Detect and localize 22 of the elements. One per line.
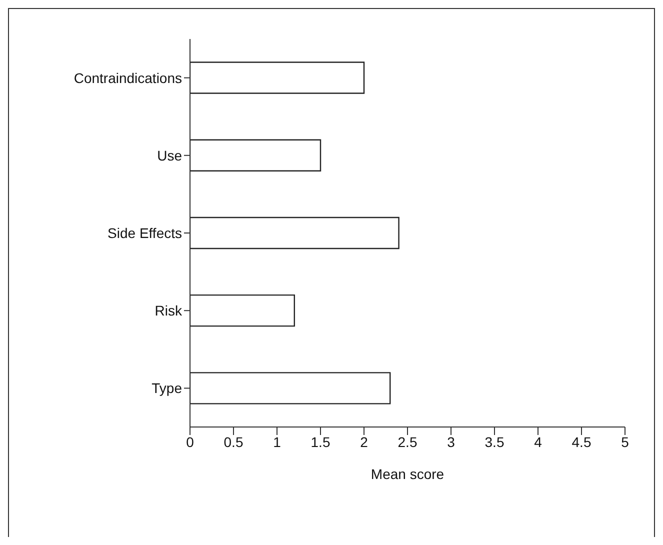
y-tick-label: Type <box>152 380 182 396</box>
x-tick-label: 4.5 <box>572 434 592 450</box>
x-tick-label: 1.5 <box>310 434 330 450</box>
bar <box>190 62 365 94</box>
y-tick-label: Use <box>157 147 182 164</box>
bar <box>190 372 391 404</box>
x-tick-label: 2 <box>360 434 368 450</box>
bar <box>190 216 400 250</box>
x-tick-label: 5 <box>621 434 630 450</box>
bar <box>190 139 322 172</box>
x-tick-label: 3.5 <box>484 434 504 450</box>
y-tick-label: Risk <box>154 302 183 319</box>
y-tick-label: Side Effects <box>108 224 182 241</box>
x-tick-label: 4 <box>534 434 542 450</box>
x-tick-label: 0.5 <box>224 434 244 450</box>
x-axis-title: Mean score <box>370 466 444 482</box>
x-tick-label: 2.5 <box>398 434 418 450</box>
bar <box>190 294 295 327</box>
y-tick-label: Contraindications <box>74 70 182 86</box>
x-tick-label: 3 <box>447 434 456 450</box>
x-tick-label: 0 <box>186 434 194 450</box>
x-tick-label: 1 <box>273 434 282 450</box>
